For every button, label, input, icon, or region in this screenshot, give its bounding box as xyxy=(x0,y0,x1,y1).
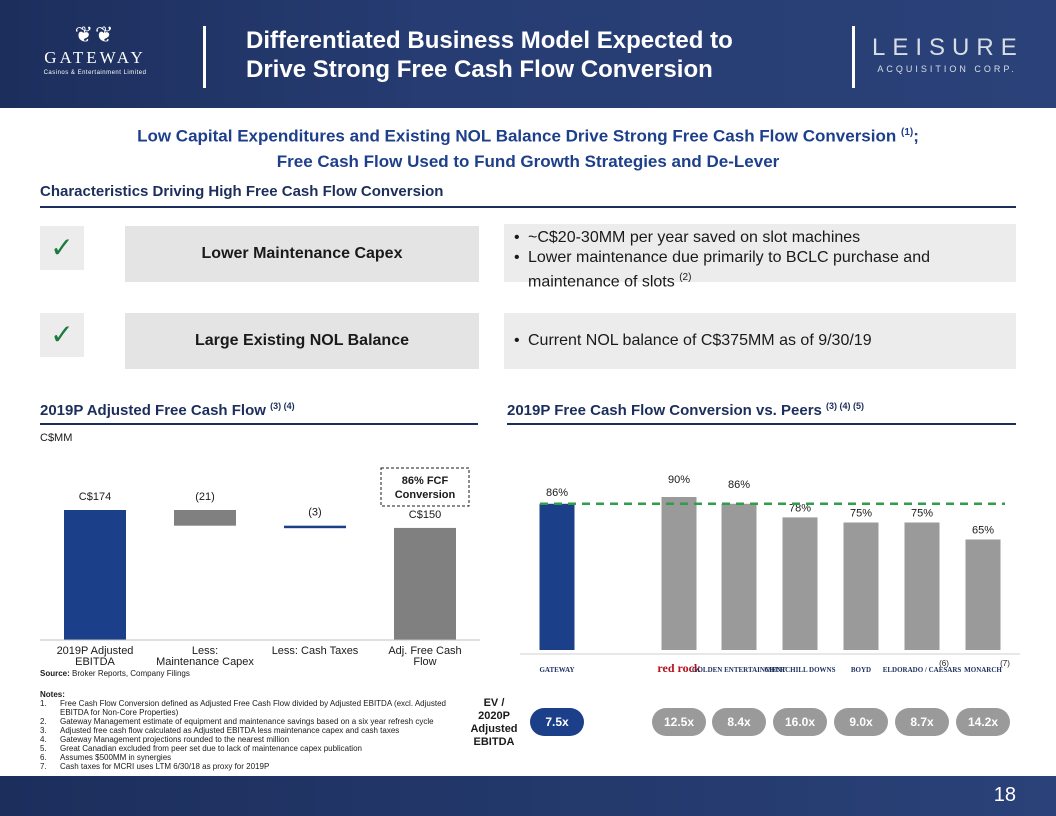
gateway-logo: ❦❦ GATEWAY Casinos & Entertainment Limit… xyxy=(30,22,160,92)
subtitle-line1: Low Capital Expenditures and Existing NO… xyxy=(137,126,919,146)
fcf-category-label: Less: xyxy=(192,645,218,657)
header-divider-left xyxy=(203,26,206,88)
leisure-logo-name: LEISURE xyxy=(872,34,1024,61)
page-title-line1: Differentiated Business Model Expected t… xyxy=(246,27,733,54)
leisure-logo: LEISURE ACQUISITION CORP. xyxy=(872,34,1022,76)
peer-bar-label: 65% xyxy=(972,525,994,537)
fcf-bar-label: (3) xyxy=(308,507,321,519)
peer-bar-label: 90% xyxy=(668,474,690,486)
checkmark-icon: ✓ xyxy=(40,226,84,270)
fcf-category-label: Flow xyxy=(413,656,436,668)
page-title-line2: Drive Strong Free Cash Flow Conversion xyxy=(246,56,713,83)
notes-title: Notes: xyxy=(40,690,65,699)
leisure-logo-sub: ACQUISITION CORP. xyxy=(877,64,1017,74)
peer-logo: GOLDEN ENTERTAINMENT xyxy=(692,666,786,674)
peer-chart-rule xyxy=(507,423,1016,425)
gateway-emblem-icon: ❦❦ xyxy=(74,22,116,47)
header-banner: ❦❦ GATEWAY Casinos & Entertainment Limit… xyxy=(0,0,1056,108)
characteristics-rule xyxy=(40,206,1016,208)
peer-bar-label: 78% xyxy=(789,502,811,514)
fcf-bar xyxy=(394,527,456,640)
peer-bar-label: 75% xyxy=(911,508,933,520)
subtitle-line2: Free Cash Flow Used to Fund Growth Strat… xyxy=(276,151,780,171)
fcf-category-label: Adj. Free Cash xyxy=(388,645,461,657)
fcf-bar xyxy=(64,510,126,640)
fcf-category-label: Maintenance Capex xyxy=(156,656,254,668)
peer-footnote: (7) xyxy=(1000,659,1010,668)
peer-bar xyxy=(661,497,697,650)
fcf-bar xyxy=(284,525,346,529)
ev-multiple-label: EV / 2020P Adjusted EBITDA xyxy=(470,697,518,748)
ev-multiple-pill: 8.4x xyxy=(712,708,766,736)
peer-bar-label: 86% xyxy=(728,479,750,491)
checkmark-icon: ✓ xyxy=(40,313,84,357)
fcf-annotation-line2: Conversion xyxy=(395,489,456,501)
page-title: Differentiated Business Model Expected t… xyxy=(246,26,836,84)
fcf-bar-label: C$174 xyxy=(79,491,111,503)
characteristic-bullets: Current NOL balance of C$375MM as of 9/3… xyxy=(504,313,1016,369)
ev-multiple-pill: 8.7x xyxy=(895,708,949,736)
characteristic-bullets: ~C$20-30MM per year saved on slot machin… xyxy=(504,224,1016,290)
peer-footnote: (6) xyxy=(939,659,949,668)
peer-conversion-chart: 86% GATEWAY 90% red rock 86% GOLDEN ENTERTAIN… xyxy=(520,474,1020,675)
note-item: 2. Gateway Management estimate of equipme… xyxy=(40,717,434,726)
peer-chart-title: 2019P Free Cash Flow Conversion vs. Peer… xyxy=(507,401,865,419)
peer-logo: BOYD xyxy=(851,666,871,674)
fcf-bar-label: C$150 xyxy=(409,509,441,521)
fcf-annotation-box xyxy=(380,467,470,507)
bullet-item: ~C$20-30MM per year saved on slot machin… xyxy=(512,228,1008,248)
notes: Notes: 1. Free Cash Flow Conversion defin… xyxy=(40,690,460,771)
fcf-chart-unit: C$MM xyxy=(40,432,73,444)
fcf-chart-title: 2019P Adjusted Free Cash Flow (3) (4) xyxy=(40,401,295,419)
characteristic-label: Lower Maintenance Capex xyxy=(125,226,479,282)
note-item: 6. Assumes $500MM in synergies xyxy=(40,753,172,762)
page-number: 18 xyxy=(993,784,1016,806)
peer-bar xyxy=(721,503,757,650)
note-item: 4. Gateway Management projections rounded… xyxy=(40,735,290,744)
fcf-category-label: 2019P Adjusted xyxy=(57,645,134,657)
fcf-chart-rule xyxy=(40,423,478,425)
footer-bar xyxy=(0,776,1056,816)
header-divider-right xyxy=(852,26,855,88)
gateway-logo-sub: Casinos & Entertainment Limited xyxy=(43,70,147,76)
ev-multiple-pill: 9.0x xyxy=(834,708,888,736)
bullet-item: Current NOL balance of C$375MM as of 9/3… xyxy=(512,331,1008,351)
note-item: 1. Free Cash Flow Conversion defined as A… xyxy=(40,699,446,717)
subtitle: Low Capital Expenditures and Existing NO… xyxy=(40,120,1016,174)
source-line: Source: Broker Reports, Company Filings xyxy=(40,669,190,678)
fcf-category-label: Less: Cash Taxes xyxy=(272,645,359,657)
peer-bar xyxy=(843,522,879,650)
fcf-bar xyxy=(174,510,236,526)
gateway-logo-name: GATEWAY xyxy=(44,48,146,67)
fcf-annotation-line1: 86% FCF xyxy=(402,475,449,487)
peer-bar xyxy=(965,539,1001,650)
peer-logo: MONARCH xyxy=(964,666,1002,674)
characteristics-heading: Characteristics Driving High Free Cash F… xyxy=(40,183,444,200)
ev-multiple-pill: 12.5x xyxy=(652,708,706,736)
note-item: 3. Adjusted free cash flow calculated as … xyxy=(40,726,400,735)
peer-bar xyxy=(904,522,940,650)
characteristic-label: Large Existing NOL Balance xyxy=(125,313,479,369)
peer-bar-label: 75% xyxy=(850,508,872,520)
fcf-bar-label: (21) xyxy=(195,491,215,503)
peer-bar-label: 86% xyxy=(546,487,568,499)
fcf-category-label: EBITDA xyxy=(75,656,115,668)
note-item: 5. Great Canadian excluded from peer set … xyxy=(40,744,362,753)
ev-multiple-pill: 16.0x xyxy=(773,708,827,736)
peer-bar xyxy=(539,503,575,650)
peer-logo: GATEWAY xyxy=(539,666,574,674)
note-item: 7. Cash taxes for MCRI uses LTM 6/30/18 a… xyxy=(40,762,270,771)
peer-logo: ELDORADO / CAESARS xyxy=(883,666,962,674)
peer-logo: red rock xyxy=(657,661,701,675)
bullet-item: Lower maintenance due primarily to BCLC … xyxy=(512,248,1008,292)
ev-multiple-pill: 14.2x xyxy=(956,708,1010,736)
peer-logo: CHURCHILL DOWNS xyxy=(765,666,836,674)
ev-multiple-pill: 7.5x xyxy=(530,708,584,736)
peer-bar xyxy=(782,517,818,650)
